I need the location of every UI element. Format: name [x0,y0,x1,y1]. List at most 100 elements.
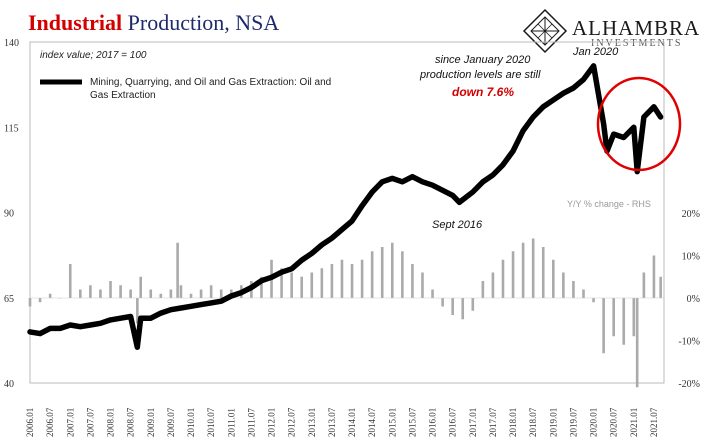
yoy-bar [139,276,142,298]
left-tick-label: 140 [4,38,19,49]
x-tick-label: 2018.01 [508,408,518,437]
yoy-bar [582,289,585,298]
x-tick-label: 2012.07 [287,407,297,437]
highlight-circle [596,76,682,172]
annotation-since-line1: since January 2020 [435,54,531,66]
left-tick-label: 65 [4,294,14,305]
right-tick-label: 0% [687,294,700,305]
yoy-bar [541,247,545,298]
x-tick-label: 2020.07 [609,407,619,437]
yoy-bar [421,272,424,298]
x-tick-label: 2006.07 [45,407,55,437]
legend: Mining, Quarrying, and Oil and Gas Extra… [40,77,331,101]
yoy-bar [219,289,223,298]
x-tick-label: 2016.01 [428,408,438,437]
x-tick-label: 2015.01 [387,408,397,437]
yoy-bar [99,289,102,298]
yoy-bar [602,298,605,354]
yoy-bar [89,285,92,298]
yoy-bar [260,276,263,298]
plot-frame [29,41,665,384]
yoy-bar [48,293,52,298]
yoy-bar [176,242,179,298]
yoy-bar [109,281,112,298]
yoy-bar [622,298,626,345]
yoy-bar [28,298,32,307]
yoy-bar [68,264,72,298]
yoy-bar [290,272,293,298]
x-tick-label: 2010.01 [186,408,196,437]
annotation-since-line2: production levels are still [419,69,541,81]
x-tick-label: 2011.01 [226,408,236,437]
logo-name: ALHAMBRA [572,16,700,40]
legend-line2: Gas Extraction [90,90,156,101]
yoy-bar [401,251,404,298]
annotation-down: down 7.6% [452,85,514,99]
yoy-bar [320,268,324,298]
yoy-bar [189,293,193,298]
x-tick-label: 2007.07 [85,407,95,437]
x-tick-label: 2021.01 [629,408,639,437]
yoy-bar [330,264,334,298]
yoy-bar [521,242,525,298]
x-tick-label: 2014.01 [347,408,357,437]
yoy-bar [136,298,139,324]
yoy-bars [28,238,662,388]
x-tick-label: 2008.01 [106,408,116,437]
x-tick-label: 2021.07 [649,407,659,437]
right-tick-label: 10% [682,252,700,263]
yoy-bar [652,255,656,298]
yoy-bar [632,298,636,337]
x-tick-label: 2013.07 [327,407,337,437]
yoy-bar [592,298,595,303]
index-note: index value; 2017 = 100 [40,50,147,61]
yoy-bar [179,285,183,298]
yoy-bar [612,298,615,337]
yoy-bar [280,268,283,298]
left-tick-label: 90 [4,209,14,220]
yoy-bar [38,298,42,303]
x-tick-label: 2020.01 [589,408,599,437]
yoy-bar [79,289,82,298]
yoy-bar [159,293,163,298]
alhambra-logo: ALHAMBRA INVESTMENTS [522,8,700,54]
annotation-sept-2016: Sept 2016 [432,219,483,231]
yoy-bar [360,259,364,298]
yoy-bar [461,298,465,320]
left-tick-label: 40 [4,379,14,390]
yoy-bar [481,281,485,298]
x-tick-label: 2017.07 [488,407,498,437]
diamond-lattice-icon [522,8,568,54]
yoy-bar [441,298,444,307]
x-tick-label: 2012.01 [267,408,277,437]
annotation-jan-2020: Jan 2020 [572,46,619,58]
yoy-bar [659,276,662,298]
yoy-bar [562,272,565,298]
right-axis: 20% 10% 0% -10% -20% [678,209,700,390]
x-tick-label: 2019.01 [548,408,558,437]
x-tick-label: 2009.01 [146,408,156,437]
oil-gas-extraction-line [27,63,664,350]
yoy-bar [411,264,414,298]
yoy-bar [642,272,646,298]
yoy-bar [635,298,639,388]
yoy-bar [149,289,153,298]
yoy-bar [390,242,394,298]
x-tick-label: 2006.01 [25,408,35,437]
left-tick-label: 115 [4,123,19,134]
chart-title: Industrial Production, NSA [28,10,279,35]
x-tick-label: 2010.07 [206,407,216,437]
yoy-bar [380,247,384,298]
rhs-label: Y/Y % change - RHS [567,199,651,209]
left-axis: 140 115 90 65 40 [4,38,19,390]
yoy-bar [501,259,505,298]
x-tick-label: 2014.07 [367,407,377,437]
x-tick-label: 2013.01 [307,408,317,437]
yoy-bar [531,238,535,298]
x-tick-label: 2017.01 [468,408,478,437]
x-tick-label: 2015.07 [407,407,417,437]
yoy-bar [350,264,354,298]
yoy-bar [451,298,454,315]
yoy-bar [370,251,374,298]
